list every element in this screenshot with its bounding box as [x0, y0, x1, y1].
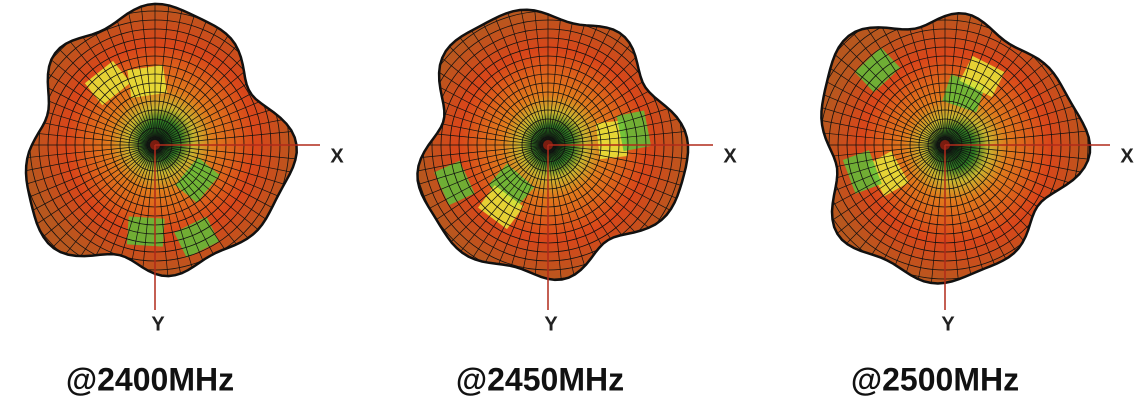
pattern-panel: X Y @2500MHz: [775, 0, 1134, 397]
x-axis-label: X: [723, 145, 737, 167]
figure: X Y @2400MHz X Y @2450MHz X Y @2500MHz: [0, 0, 1137, 403]
y-axis-label: Y: [544, 313, 558, 335]
y-axis-label: Y: [941, 313, 955, 335]
x-axis-label: X: [1120, 145, 1134, 167]
pattern-panel: X Y @2400MHz: [0, 0, 344, 397]
caption: @2400MHz: [66, 361, 234, 397]
caption: @2500MHz: [851, 361, 1019, 397]
caption: @2450MHz: [456, 361, 624, 397]
x-axis-label: X: [330, 145, 344, 167]
pattern-panel: X Y @2450MHz: [378, 0, 737, 397]
y-axis-label: Y: [151, 313, 165, 335]
page: XY@2400MHzXY@2450MHzXY@2500MHz (() => { …: [0, 0, 1137, 403]
